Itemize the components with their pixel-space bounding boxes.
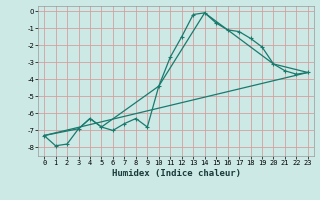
X-axis label: Humidex (Indice chaleur): Humidex (Indice chaleur) xyxy=(111,169,241,178)
